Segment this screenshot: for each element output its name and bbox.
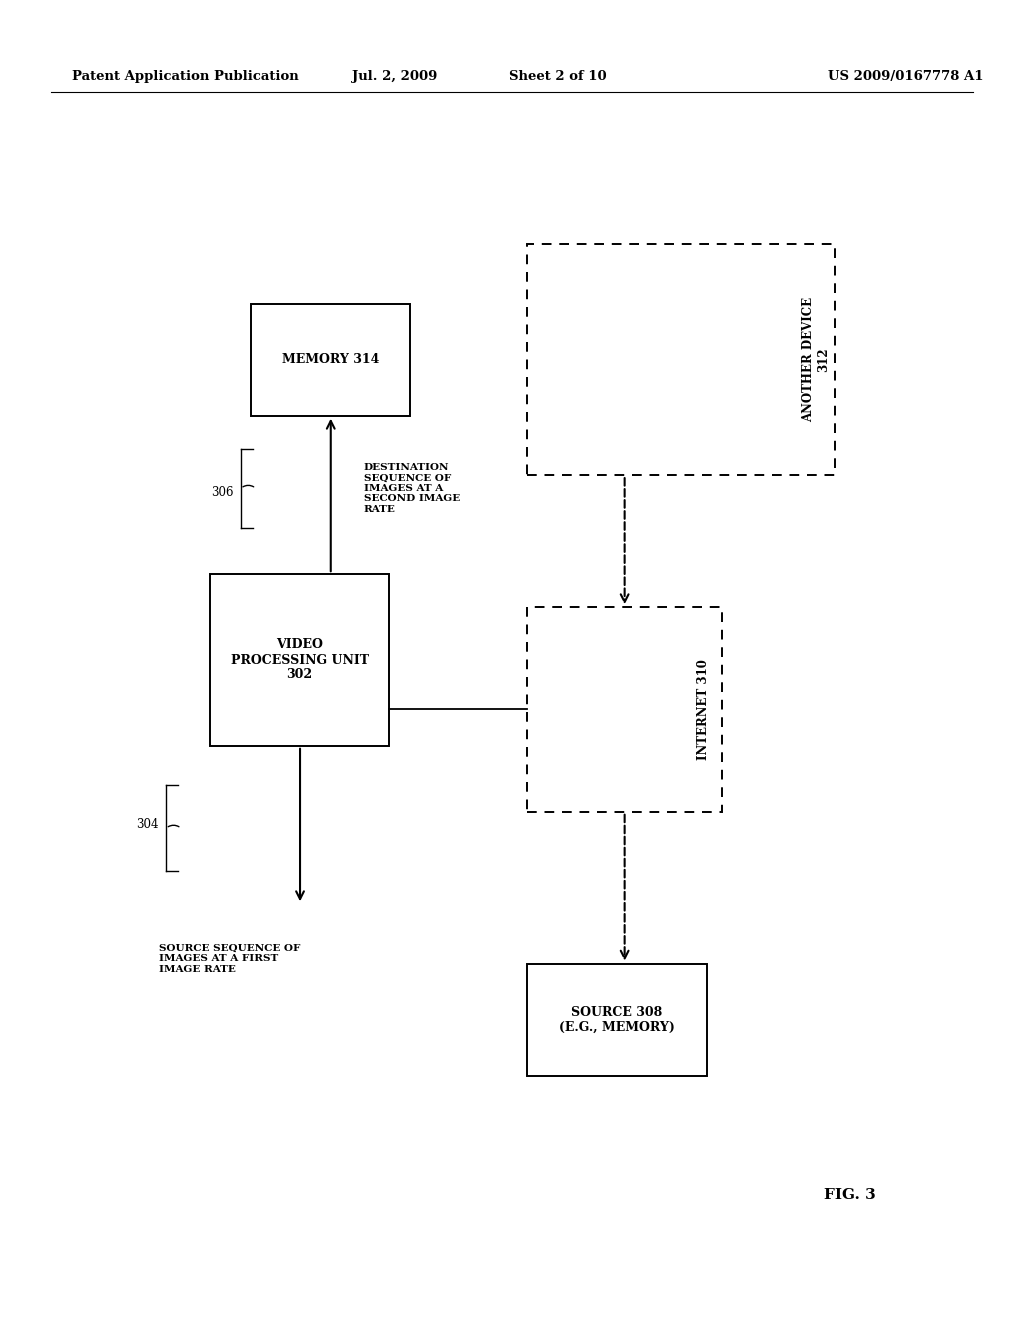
Text: Jul. 2, 2009: Jul. 2, 2009 bbox=[351, 70, 437, 83]
Text: DESTINATION
SEQUENCE OF
IMAGES AT A
SECOND IMAGE
RATE: DESTINATION SEQUENCE OF IMAGES AT A SECO… bbox=[364, 463, 460, 513]
Text: MEMORY 314: MEMORY 314 bbox=[282, 354, 379, 366]
Text: FIG. 3: FIG. 3 bbox=[824, 1188, 876, 1201]
Text: US 2009/0167778 A1: US 2009/0167778 A1 bbox=[828, 70, 984, 83]
Bar bbox=[527, 964, 707, 1076]
Text: Sheet 2 of 10: Sheet 2 of 10 bbox=[509, 70, 607, 83]
Text: SOURCE SEQUENCE OF
IMAGES AT A FIRST
IMAGE RATE: SOURCE SEQUENCE OF IMAGES AT A FIRST IMA… bbox=[159, 944, 300, 974]
Text: 304: 304 bbox=[136, 818, 159, 832]
Text: Patent Application Publication: Patent Application Publication bbox=[72, 70, 298, 83]
Text: ANOTHER DEVICE
312: ANOTHER DEVICE 312 bbox=[802, 297, 830, 422]
Text: VIDEO
PROCESSING UNIT
302: VIDEO PROCESSING UNIT 302 bbox=[230, 639, 369, 681]
Text: SOURCE 308
(E.G., MEMORY): SOURCE 308 (E.G., MEMORY) bbox=[559, 1006, 675, 1034]
Bar bbox=[527, 244, 835, 475]
Bar bbox=[527, 607, 722, 812]
Bar bbox=[251, 304, 410, 416]
Text: 306: 306 bbox=[211, 486, 233, 499]
Text: INTERNET 310: INTERNET 310 bbox=[697, 659, 710, 760]
Bar bbox=[210, 574, 389, 746]
